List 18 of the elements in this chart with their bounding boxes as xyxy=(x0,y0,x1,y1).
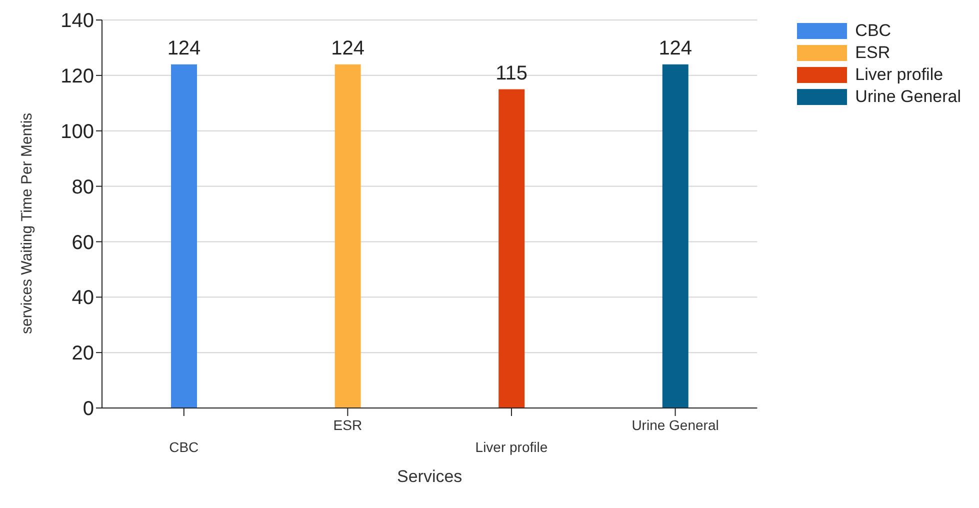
y-tick-label: 140 xyxy=(60,10,94,32)
data-label: 124 xyxy=(658,37,692,60)
y-tick-label: 0 xyxy=(82,398,94,420)
y-tick-label: 120 xyxy=(60,66,94,88)
x-axis-title: Services xyxy=(396,467,462,486)
y-axis-title: services Waiting Time Per Mentis xyxy=(18,112,36,334)
data-label: 115 xyxy=(496,62,528,84)
data-label: 124 xyxy=(331,37,364,60)
y-tick-label: 60 xyxy=(72,232,94,254)
data-label: 124 xyxy=(167,37,201,60)
legend-label: Urine General xyxy=(855,87,961,107)
y-tick-label: 100 xyxy=(60,120,94,143)
legend-label: ESR xyxy=(855,43,890,63)
y-tick-label: 80 xyxy=(72,176,94,198)
legend-label: CBC xyxy=(855,21,892,41)
y-tick-label: 20 xyxy=(72,342,94,365)
y-tick-label: 40 xyxy=(72,287,94,310)
legend-label: Liver profile xyxy=(855,65,944,85)
